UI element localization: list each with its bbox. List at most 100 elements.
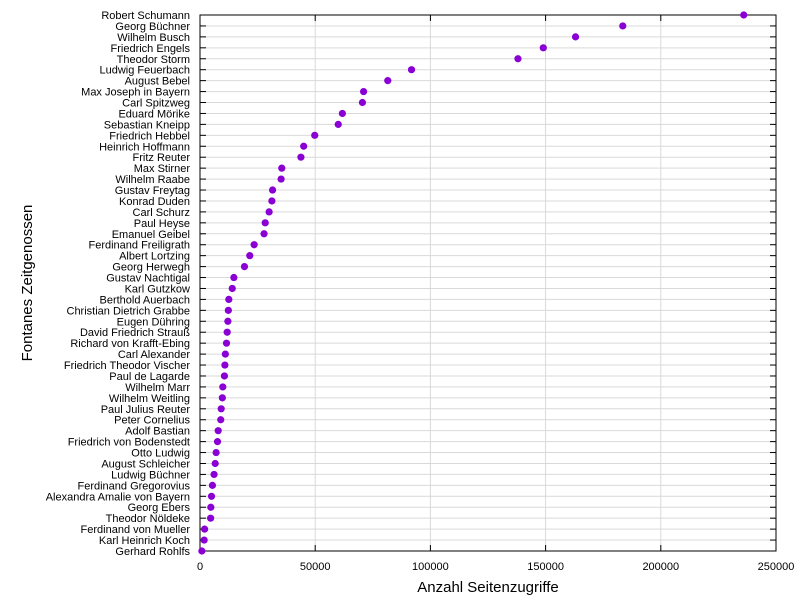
axis-ticks (199, 14, 777, 552)
category-label: Richard von Krafft-Ebing (70, 338, 190, 350)
category-label: Gerhard Rohlfs (115, 546, 190, 558)
category-label: Wilhelm Busch (117, 32, 190, 44)
category-label: Wilhelm Marr (125, 382, 190, 394)
category-label: Emanuel Geibel (112, 229, 190, 241)
category-label: Albert Lortzing (119, 251, 190, 263)
category-label: Fritz Reuter (133, 152, 191, 164)
data-point (619, 22, 627, 30)
data-point (212, 448, 220, 457)
data-point (230, 273, 238, 282)
data-point (224, 306, 232, 314)
category-label: Adolf Bastian (125, 426, 190, 438)
category-label: Friedrich Engels (111, 43, 191, 55)
category-label: August Bebel (125, 76, 190, 88)
data-point (297, 153, 305, 161)
category-label: Carl Alexander (118, 349, 190, 361)
category-label: Otto Ludwig (131, 448, 190, 460)
data-point (200, 536, 208, 544)
data-point (384, 77, 392, 85)
data-point (221, 350, 229, 358)
data-point (268, 197, 276, 205)
data-point (407, 66, 416, 74)
plot-frame (199, 14, 777, 552)
data-point (213, 438, 222, 446)
x-tick-label: 50000 (300, 561, 331, 573)
data-point (260, 230, 268, 238)
x-tick-label: 0 (197, 561, 203, 573)
data-point (206, 514, 215, 522)
category-label: Theodor Storm (117, 54, 190, 66)
category-label: Konrad Duden (119, 196, 190, 208)
category-label: Max Joseph in Bayern (81, 87, 190, 99)
grid (199, 14, 777, 552)
data-point (514, 55, 522, 63)
data-point (207, 492, 216, 500)
data-point (220, 372, 229, 380)
x-axis-title: Anzahl Seitenzugriffe (417, 579, 558, 596)
data-point (217, 405, 225, 413)
category-label: Christian Dietrich Grabbe (67, 305, 191, 317)
category-label: Friedrich Theodor Vischer (64, 360, 190, 372)
category-label: Peter Cornelius (114, 415, 190, 427)
data-point (201, 525, 209, 533)
category-label: Carl Schurz (133, 207, 190, 219)
data-point (261, 219, 269, 227)
category-label: Georg Ebers (128, 502, 191, 514)
category-label: Karl Heinrich Koch (99, 535, 190, 547)
x-tick-label: 150000 (527, 561, 564, 573)
category-label: Karl Gutzkow (125, 283, 190, 295)
category-label: August Schleicher (101, 458, 190, 470)
category-label: Theodor Nöldeke (106, 513, 190, 525)
data-point (219, 383, 227, 391)
category-label: Ludwig Büchner (111, 469, 190, 481)
x-tick-label: 250000 (758, 561, 795, 573)
x-tick-label: 200000 (642, 561, 679, 573)
data-point (228, 284, 236, 293)
data-point (207, 503, 215, 511)
data-point (208, 481, 217, 489)
category-label: Paul Julius Reuter (101, 404, 191, 416)
category-label: Max Stirner (134, 163, 191, 175)
category-label: Ferdinand von Mueller (81, 524, 191, 536)
category-label: Berthold Auerbach (99, 294, 190, 306)
data-point (358, 98, 367, 107)
x-tick-label: 100000 (412, 561, 449, 573)
category-label: Alexandra Amalie von Bayern (46, 491, 190, 503)
category-label: Ferdinand Freiligrath (89, 240, 191, 252)
data-point (210, 470, 218, 479)
data-points (198, 11, 748, 555)
data-point (198, 547, 206, 555)
category-label: Carl Spitzweg (122, 98, 190, 110)
data-point (223, 328, 231, 336)
data-point (240, 262, 249, 271)
category-label: Wilhelm Raabe (115, 174, 190, 186)
data-point (224, 317, 232, 325)
data-point (539, 44, 547, 52)
category-label: Friedrich von Bodenstedt (68, 437, 190, 449)
data-point (222, 339, 231, 347)
data-point (225, 295, 233, 304)
category-label: Paul de Lagarde (109, 371, 190, 383)
category-label: Robert Schumann (101, 10, 190, 22)
data-point (211, 459, 219, 468)
y-axis-title: Fontanes Zeitgenossen (19, 205, 36, 362)
category-label: Heinrich Hoffmann (99, 141, 190, 153)
category-label: Gustav Freytag (115, 185, 190, 197)
category-label: Wilhelm Weitling (109, 393, 190, 405)
data-point (278, 164, 286, 172)
data-point (265, 208, 273, 216)
data-point (740, 11, 748, 19)
data-point (311, 131, 319, 139)
data-point (246, 252, 254, 260)
data-point (221, 361, 229, 369)
data-point (214, 427, 222, 435)
data-point (571, 33, 580, 41)
category-label: Georg Büchner (115, 21, 190, 33)
category-label: David Friedrich Strauß (80, 327, 190, 339)
data-point (334, 120, 342, 128)
data-point (217, 416, 225, 424)
x-tick-labels: 0 50000 100000 150000 200000 250000 (197, 561, 794, 573)
